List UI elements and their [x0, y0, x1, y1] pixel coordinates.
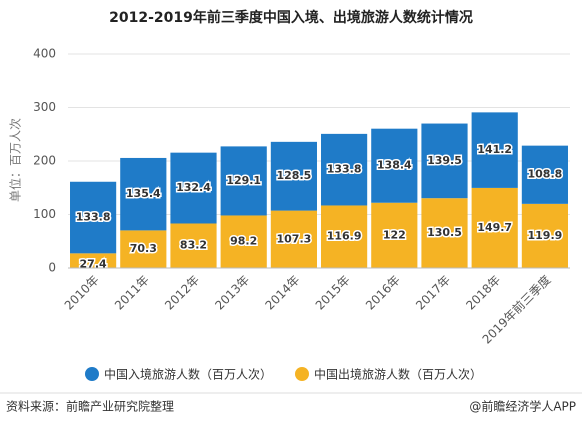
- bar-segment: [270, 141, 317, 211]
- x-tick-label: 2018年: [463, 273, 503, 313]
- value-label: 122: [383, 228, 406, 241]
- y-tick-label: 300: [33, 100, 56, 114]
- value-label: 98.2: [230, 235, 257, 248]
- value-label: 138.4: [377, 159, 412, 172]
- y-axis-label: 单位：百万人次: [8, 118, 23, 202]
- chart-title: 2012-2019年前三季度中国入境、出境旅游人数统计情况: [109, 9, 473, 26]
- value-label: 119.9: [528, 229, 563, 242]
- value-label: 141.2: [477, 143, 512, 156]
- bar-segment: [70, 253, 117, 268]
- value-label: 149.7: [477, 221, 512, 234]
- x-tick-label: 2011年: [112, 273, 152, 313]
- y-tick-label: 100: [33, 207, 56, 221]
- bar-segment: [371, 202, 418, 268]
- value-label: 107.3: [277, 232, 312, 245]
- y-tick-label: 400: [33, 47, 56, 61]
- value-label: 108.8: [528, 168, 563, 181]
- x-tick-label: 2014年: [263, 273, 303, 313]
- source: 资料来源：前瞻产业研究院整理: [6, 399, 174, 414]
- bar-segment: [471, 187, 518, 268]
- legend-label: 中国出境旅游人数（百万人次）: [314, 367, 482, 382]
- bar-segment: [321, 133, 368, 206]
- bar-segment: [170, 223, 217, 268]
- value-label: 130.5: [427, 226, 462, 239]
- value-label: 128.5: [277, 169, 312, 182]
- bar-segment: [521, 145, 568, 204]
- legend-label: 中国入境旅游人数（百万人次）: [104, 367, 272, 382]
- y-tick-label: 0: [48, 261, 56, 275]
- value-label: 133.8: [327, 163, 362, 176]
- value-label: 139.5: [427, 154, 462, 167]
- value-label: 135.4: [126, 187, 161, 200]
- legend-swatch: [85, 367, 99, 381]
- bar-segment: [471, 112, 518, 188]
- bar-segment: [270, 210, 317, 268]
- bar-segment: [170, 152, 217, 224]
- value-label: 116.9: [327, 230, 362, 243]
- value-label: 132.4: [176, 181, 211, 194]
- value-label: 83.2: [180, 239, 207, 252]
- bar-segment: [421, 123, 468, 199]
- credit: @前瞻经济学人APP: [469, 399, 576, 414]
- bar-segment: [321, 205, 368, 268]
- x-tick-label: 2017年: [413, 273, 453, 313]
- x-tick-label: 2012年: [162, 273, 202, 313]
- bar-segment: [70, 181, 117, 254]
- legend-swatch: [295, 367, 309, 381]
- bar-segment: [220, 215, 267, 268]
- bar-segment: [371, 128, 418, 203]
- x-tick-label: 2016年: [363, 273, 403, 313]
- value-label: 129.1: [226, 174, 261, 187]
- x-tick-label: 2015年: [313, 273, 353, 313]
- bar-segment: [120, 230, 167, 268]
- bar-segment: [421, 198, 468, 268]
- y-tick-label: 200: [33, 154, 56, 168]
- bar-segment: [120, 157, 167, 231]
- value-label: 133.8: [76, 211, 111, 224]
- bar-segment: [220, 146, 267, 216]
- x-tick-label: 2010年: [62, 273, 102, 313]
- value-label: 70.3: [130, 242, 157, 255]
- bar-segment: [521, 203, 568, 268]
- x-tick-label: 2013年: [212, 273, 252, 313]
- value-label: 27.4: [80, 258, 107, 271]
